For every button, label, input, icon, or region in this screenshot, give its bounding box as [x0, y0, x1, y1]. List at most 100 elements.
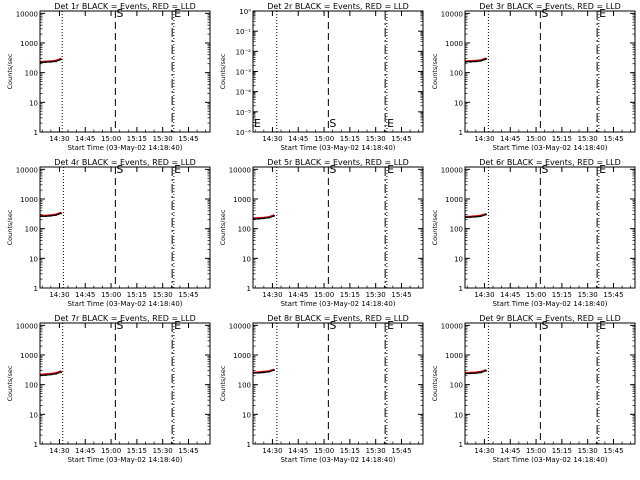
y-tick-label: 1 — [34, 129, 38, 137]
x-axis-label: Start Time (03-May-02 14:18:40) — [492, 456, 607, 464]
x-tick-label: 15:45 — [391, 135, 411, 143]
y-tick-label: 1 — [459, 441, 463, 449]
x-tick-label: 15:15 — [340, 135, 360, 143]
y-axis-label: Counts/sec — [6, 209, 14, 245]
y-tick-label: 10⁻³ — [236, 69, 252, 77]
panel-title: Det 9r BLACK = Events, RED = LLD — [479, 314, 621, 323]
x-tick-label: 15:00 — [314, 291, 334, 299]
x-tick-label: 15:00 — [101, 291, 121, 299]
x-tick-label: 15:30 — [578, 135, 598, 143]
x-axis-label: Start Time (03-May-02 14:18:40) — [280, 456, 395, 464]
y-tick-label: 10000 — [16, 10, 38, 18]
end-marker-label: E — [387, 163, 394, 176]
x-tick-label: 15:15 — [552, 135, 572, 143]
x-tick-label: 15:15 — [127, 447, 147, 455]
panel-title: Det 3r BLACK = Events, RED = LLD — [479, 2, 621, 11]
y-axis-label: Counts/sec — [431, 209, 439, 245]
y-tick-label: 10 — [29, 99, 38, 107]
y-tick-label: 10 — [29, 411, 38, 419]
start-marker-label: S — [541, 163, 548, 176]
y-tick-label: 10000 — [441, 10, 463, 18]
end-marker-label: E — [599, 319, 606, 332]
y-tick-label: 1000 — [20, 40, 38, 48]
events-point — [485, 58, 488, 60]
edge-marker-label: E — [254, 117, 261, 130]
x-tick-label: 14:30 — [474, 291, 494, 299]
y-tick-label: 1 — [247, 441, 251, 449]
x-tick-label: 15:15 — [552, 447, 572, 455]
x-tick-label: 14:45 — [288, 291, 308, 299]
y-tick-label: 10 — [454, 411, 463, 419]
x-tick-label: 14:45 — [288, 447, 308, 455]
x-tick-label: 15:00 — [101, 135, 121, 143]
y-tick-label: 100 — [450, 70, 463, 78]
series-lld — [40, 57, 62, 63]
x-tick-label: 15:45 — [603, 291, 623, 299]
x-tick-label: 15:00 — [101, 447, 121, 455]
y-tick-label: 100 — [450, 382, 463, 390]
x-tick-label: 15:00 — [314, 447, 334, 455]
events-point — [273, 369, 276, 371]
x-tick-label: 15:30 — [578, 447, 598, 455]
y-tick-label: 10000 — [16, 322, 38, 330]
y-tick-label: 1000 — [445, 196, 463, 204]
x-tick-label: 15:30 — [366, 447, 386, 455]
events-point — [49, 61, 52, 63]
panel-title: Det 1r BLACK = Events, RED = LLD — [54, 2, 196, 11]
plot-frame — [252, 166, 424, 289]
plot-frame — [39, 322, 211, 445]
x-tick-label: 15:15 — [552, 291, 572, 299]
panel-det-4: Det 4r BLACK = Events, RED = LLD Counts/s… — [6, 158, 211, 308]
events-point — [469, 216, 472, 219]
y-tick-label: 10000 — [441, 322, 463, 330]
x-tick-label: 15:30 — [153, 135, 173, 143]
start-marker-label: S — [116, 319, 123, 332]
events-point — [252, 372, 255, 375]
y-tick-label: 10 — [242, 255, 251, 263]
y-tick-label: 10⁻⁴ — [236, 89, 252, 97]
y-tick-label: 10000 — [16, 166, 38, 174]
end-marker-label: E — [599, 7, 606, 20]
y-tick-label: 10 — [29, 255, 38, 263]
panel-det-9: Det 9r BLACK = Events, RED = LLD Counts/s… — [431, 314, 636, 464]
events-point — [257, 217, 260, 220]
y-tick-label: 10 — [454, 255, 463, 263]
events-point — [60, 58, 63, 61]
y-tick-label: 10000 — [229, 166, 251, 174]
panel-title: Det 6r BLACK = Events, RED = LLD — [479, 158, 621, 167]
x-axis-label: Start Time (03-May-02 14:18:40) — [67, 300, 182, 308]
y-tick-label: 10⁻² — [236, 48, 252, 56]
events-point — [474, 60, 477, 63]
panel-title: Det 7r BLACK = Events, RED = LLD — [54, 314, 196, 323]
x-tick-label: 15:00 — [526, 447, 546, 455]
end-marker-label: E — [174, 319, 181, 332]
end-marker-label: E — [599, 163, 606, 176]
x-axis-label: Start Time (03-May-02 14:18:40) — [280, 144, 395, 152]
events-point — [262, 217, 265, 220]
start-marker-label: S — [116, 163, 123, 176]
y-tick-label: 1 — [459, 285, 463, 293]
x-axis-label: Start Time (03-May-02 14:18:40) — [67, 144, 182, 152]
x-tick-label: 15:30 — [366, 291, 386, 299]
y-axis-label: Counts/sec — [219, 365, 227, 401]
y-tick-label: 1 — [459, 129, 463, 137]
plot-frame — [252, 10, 424, 133]
panel-title: Det 8r BLACK = Events, RED = LLD — [267, 314, 409, 323]
events-point — [268, 370, 270, 373]
x-tick-label: 14:45 — [500, 447, 520, 455]
y-tick-label: 10⁻¹ — [236, 28, 252, 36]
x-tick-label: 15:15 — [340, 447, 360, 455]
y-tick-label: 100 — [25, 226, 38, 234]
x-tick-label: 14:30 — [262, 447, 282, 455]
events-point — [55, 372, 57, 375]
y-axis-label: Counts/sec — [219, 53, 227, 89]
events-point — [464, 61, 467, 63]
events-point — [257, 371, 260, 374]
y-tick-label: 10000 — [441, 166, 463, 174]
events-point — [480, 371, 482, 374]
events-point — [485, 213, 488, 216]
events-point — [273, 214, 276, 217]
plot-frame — [39, 166, 211, 289]
x-tick-label: 14:30 — [262, 135, 282, 143]
plot-frame — [464, 10, 636, 133]
